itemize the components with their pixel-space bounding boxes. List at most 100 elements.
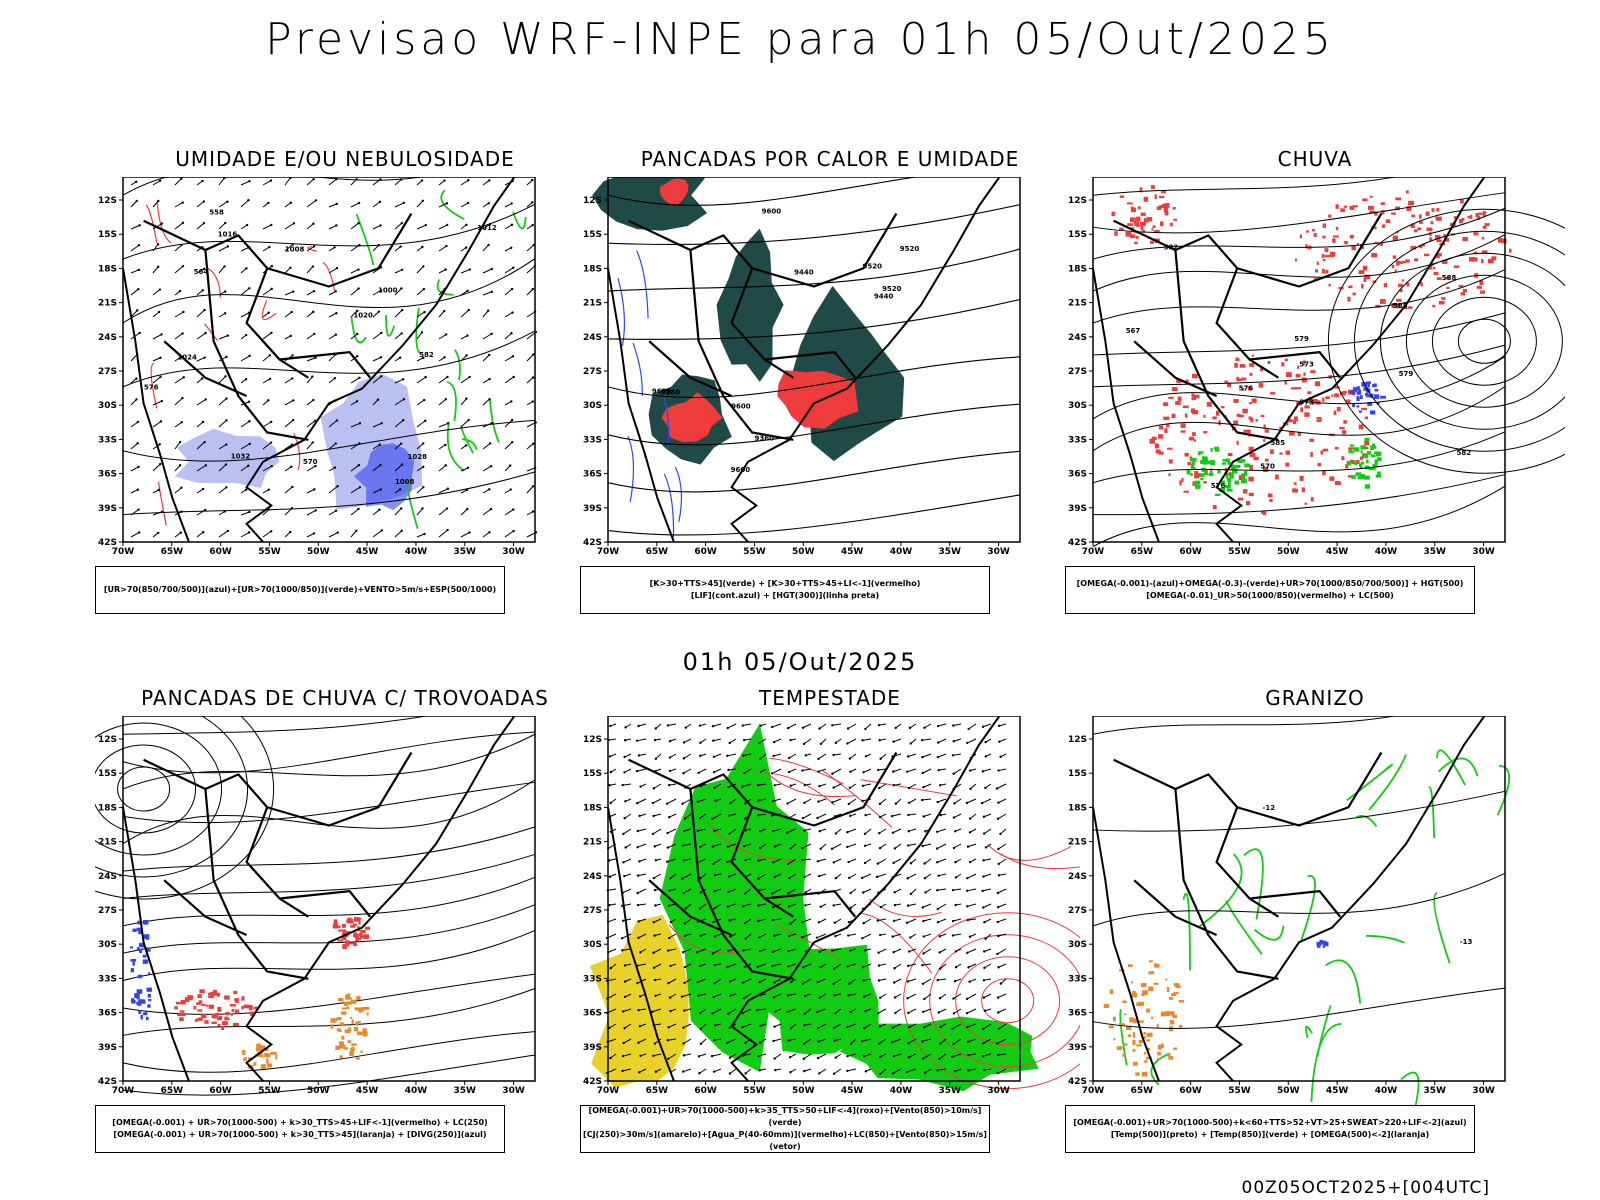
precip-speck: [1380, 395, 1386, 399]
wind-arrow: [637, 843, 647, 848]
precip-speck: [1149, 960, 1153, 963]
precip-speck: [1315, 381, 1321, 387]
precip-speck: [1349, 460, 1355, 464]
wind-arrow-head: [879, 996, 882, 999]
lat-tick-label: 12S: [583, 735, 602, 745]
precip-speck: [350, 924, 356, 928]
wind-arrow-head: [637, 1008, 640, 1012]
wind-arrow: [130, 421, 139, 428]
isoline: [1092, 716, 1398, 735]
precip-speck: [1173, 218, 1178, 221]
wind-arrow: [152, 511, 163, 516]
isoline-green: [1355, 815, 1378, 828]
wind-arrow: [504, 441, 513, 450]
wind-arrow: [668, 1023, 677, 1028]
precip-speck: [1164, 210, 1169, 216]
panel-granizo: GRANIZO -13 -12 12S 15S 18S 21S 24S 27S 30S 33S 36…: [1065, 686, 1565, 1156]
precip-speck: [1498, 238, 1502, 243]
wind-arrow-head: [892, 919, 896, 923]
precip-speck: [1483, 212, 1486, 217]
precip-speck: [1460, 199, 1464, 204]
wind-arrow-head: [531, 485, 535, 488]
precip-speck: [1122, 1000, 1127, 1004]
wind-arrow: [684, 918, 692, 925]
precip-speck: [1392, 235, 1398, 241]
country-border: [1249, 351, 1342, 379]
wind-arrow: [985, 933, 992, 940]
wind-arrow-head: [489, 507, 493, 511]
precip-speck: [1462, 236, 1468, 242]
precip-speck: [1322, 470, 1326, 476]
precip-speck: [1150, 1016, 1154, 1020]
wind-arrow: [667, 723, 677, 726]
precip-speck: [1172, 207, 1176, 210]
isoline-green: [385, 315, 396, 337]
wind-arrow: [416, 420, 426, 428]
precip-speck: [1329, 254, 1335, 258]
precip-speck: [1359, 395, 1363, 400]
wind-arrow-head: [803, 801, 806, 805]
wind-arrow-head: [938, 1057, 941, 1061]
wind-arrow-head: [424, 375, 427, 379]
wind-arrow-head: [996, 920, 1000, 924]
wind-arrow-head: [906, 964, 910, 968]
isoline: [1092, 177, 1399, 196]
precip-speck: [1203, 481, 1207, 484]
wind-arrow: [130, 224, 140, 230]
wind-arrow-head: [380, 421, 383, 425]
wind-arrow-head: [223, 265, 226, 268]
precip-speck: [1248, 416, 1252, 420]
wind-arrow: [758, 888, 767, 891]
wind-arrow-head: [848, 876, 851, 880]
precip-speck: [147, 993, 151, 998]
wind-arrow: [667, 1038, 677, 1041]
wind-arrow-head: [653, 1042, 657, 1045]
wind-arrow: [372, 244, 380, 252]
wind-arrow-head: [422, 442, 425, 445]
isoline: [903, 912, 1080, 1090]
precip-speck: [1367, 205, 1374, 210]
wind-arrow: [938, 1053, 947, 1060]
contour-label: -12: [1263, 804, 1276, 812]
wind-arrow-head: [510, 202, 513, 205]
wind-arrow: [416, 288, 425, 296]
precip-speck: [1192, 410, 1199, 415]
lat-tick-label: 36S: [583, 1009, 602, 1019]
isoline-red: [769, 757, 845, 785]
contour-label: 576: [1211, 482, 1226, 490]
wind-arrow-head: [863, 832, 867, 836]
wind-arrow: [526, 244, 535, 252]
contour-label: 1000: [378, 287, 398, 295]
precip-speck: [1126, 202, 1133, 205]
precip-speck: [1154, 443, 1159, 449]
wind-arrow-head: [846, 742, 849, 745]
wind-arrow-head: [531, 400, 534, 403]
precip-speck: [1161, 1043, 1164, 1049]
precip-speck: [195, 1018, 198, 1022]
wind-arrow-head: [665, 802, 669, 805]
precip-speck: [1258, 383, 1264, 388]
precip-speck: [1179, 480, 1182, 486]
wind-arrow: [758, 858, 767, 862]
lon-tick-label: 55W: [258, 547, 281, 557]
wind-arrow-head: [848, 786, 852, 790]
wind-arrow: [623, 1038, 632, 1044]
lat-tick-label: 27S: [1068, 367, 1087, 377]
precip-speck: [364, 926, 371, 930]
precip-speck: [1194, 439, 1197, 442]
precip-speck: [147, 1004, 151, 1008]
precip-speck: [1362, 265, 1368, 271]
wind-arrow: [196, 332, 206, 340]
precip-speck: [1158, 434, 1163, 439]
wind-arrow-head: [669, 877, 672, 880]
legend-line: [CJ(250)>30m/s](amarelo)+[Agua_P(40-60mm…: [583, 1130, 987, 1151]
precip-speck: [1195, 484, 1201, 489]
precip-speck: [1351, 475, 1356, 479]
coastline-east: [245, 177, 516, 543]
precip-speck: [1181, 477, 1184, 483]
wind-arrow-head: [831, 724, 834, 727]
wind-arrow: [372, 464, 381, 472]
precip-speck: [1432, 304, 1436, 308]
wind-arrow-head: [711, 1012, 714, 1015]
wind-arrow: [983, 828, 992, 835]
